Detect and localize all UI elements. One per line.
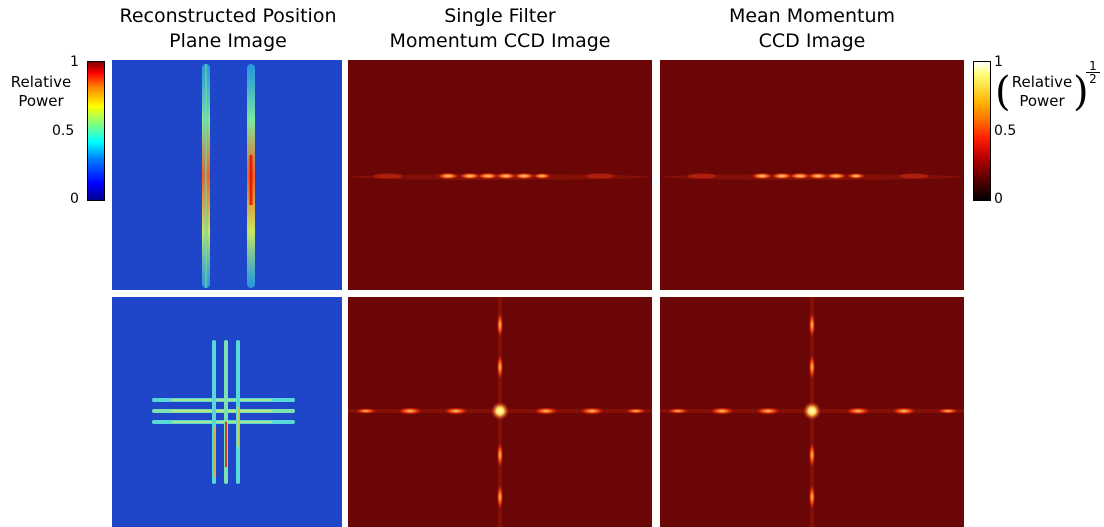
title-position-line2: Plane Image: [169, 30, 287, 52]
central-peak: [491, 402, 509, 420]
horizontal-lobes: [354, 407, 648, 415]
vertical-lobes: [496, 311, 504, 511]
right-colorbar-label-line1: Relative: [1011, 73, 1073, 91]
left-colorbar-label-line2: Power: [18, 92, 64, 110]
left-colorbar-label: Relative Power: [2, 73, 80, 111]
diffraction-line-horizontal: [662, 172, 962, 180]
title-position-plane: Reconstructed Position Plane Image: [96, 4, 360, 54]
left-colorbar-tick-1: 1: [70, 54, 79, 70]
panel-row2-single-filter: [348, 297, 652, 527]
horizontal-slits: [152, 398, 295, 424]
right-colorbar-exponent: 1 2: [1086, 60, 1100, 85]
central-peak: [803, 402, 821, 420]
left-colorbar-tick-05: 0.5: [52, 123, 75, 139]
title-single-line1: Single Filter: [444, 5, 556, 27]
title-single-filter: Single Filter Momentum CCD Image: [348, 4, 652, 54]
right-colorbar-label-line2: Power: [1019, 92, 1065, 110]
jet-background: [112, 60, 342, 290]
left-colorbar-label-line1: Relative: [10, 73, 72, 91]
vertical-lobes: [808, 311, 816, 511]
panel-row1-mean-momentum: [660, 60, 964, 290]
diffraction-line-horizontal: [350, 172, 650, 180]
exponent-numerator: 1: [1086, 60, 1100, 73]
right-colorbar-open-paren: (: [995, 69, 1011, 115]
right-colorbar-tick-0: 0: [994, 191, 1003, 207]
vertical-slits: [212, 340, 240, 484]
title-position-line1: Reconstructed Position: [119, 5, 337, 27]
left-colorbar-tick-0: 0: [70, 191, 79, 207]
panel-row2-position: [112, 297, 342, 527]
panel-row1-single-filter: [348, 60, 652, 290]
right-colorbar-tick-05: 0.5: [994, 123, 1017, 139]
right-colorbar-tick-1: 1: [994, 54, 1003, 70]
left-colorbar: [87, 61, 105, 201]
title-mean-momentum: Mean Momentum CCD Image: [660, 4, 964, 54]
panel-row2-mean-momentum: [660, 297, 964, 527]
right-colorbar-close-paren: ): [1073, 69, 1089, 115]
title-single-line2: Momentum CCD Image: [389, 30, 611, 52]
panel-row1-position: [112, 60, 342, 290]
title-mean-line1: Mean Momentum: [728, 5, 896, 27]
right-colorbar-label: Relative Power: [1010, 73, 1074, 111]
right-colorbar: [973, 61, 991, 201]
title-mean-line2: CCD Image: [758, 30, 866, 52]
exponent-denominator: 2: [1089, 72, 1097, 86]
horizontal-lobes: [666, 407, 960, 415]
